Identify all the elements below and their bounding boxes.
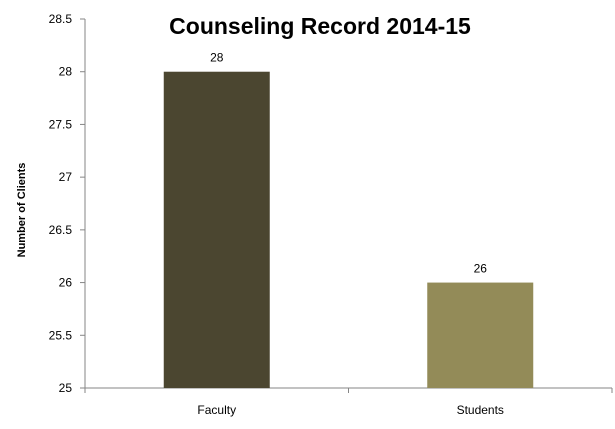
y-tick-label: 28: [59, 65, 73, 79]
labels: 25 25.5 26 26.5 27 27.5 28 28.5 28 Faculty 26 Stude…: [49, 12, 504, 417]
data-label: 26: [474, 262, 488, 276]
data-label: 28: [210, 51, 224, 65]
chart-title: Counseling Record 2014-15: [169, 13, 471, 39]
bar-students: [427, 282, 534, 388]
bar-faculty: [163, 71, 270, 388]
x-category-label: Faculty: [197, 403, 236, 417]
y-tick-label: 26.5: [49, 223, 73, 237]
y-tick-label: 26: [59, 276, 73, 290]
y-tick-label: 25: [59, 381, 73, 395]
y-tick-label: 25.5: [49, 328, 73, 342]
y-tick-label: 28.5: [49, 12, 73, 26]
bars: [163, 71, 534, 388]
y-tick-label: 27.5: [49, 117, 73, 131]
x-category-label: Students: [457, 403, 504, 417]
y-axis-title: Number of Clients: [16, 163, 28, 258]
y-tick-label: 27: [59, 170, 73, 184]
